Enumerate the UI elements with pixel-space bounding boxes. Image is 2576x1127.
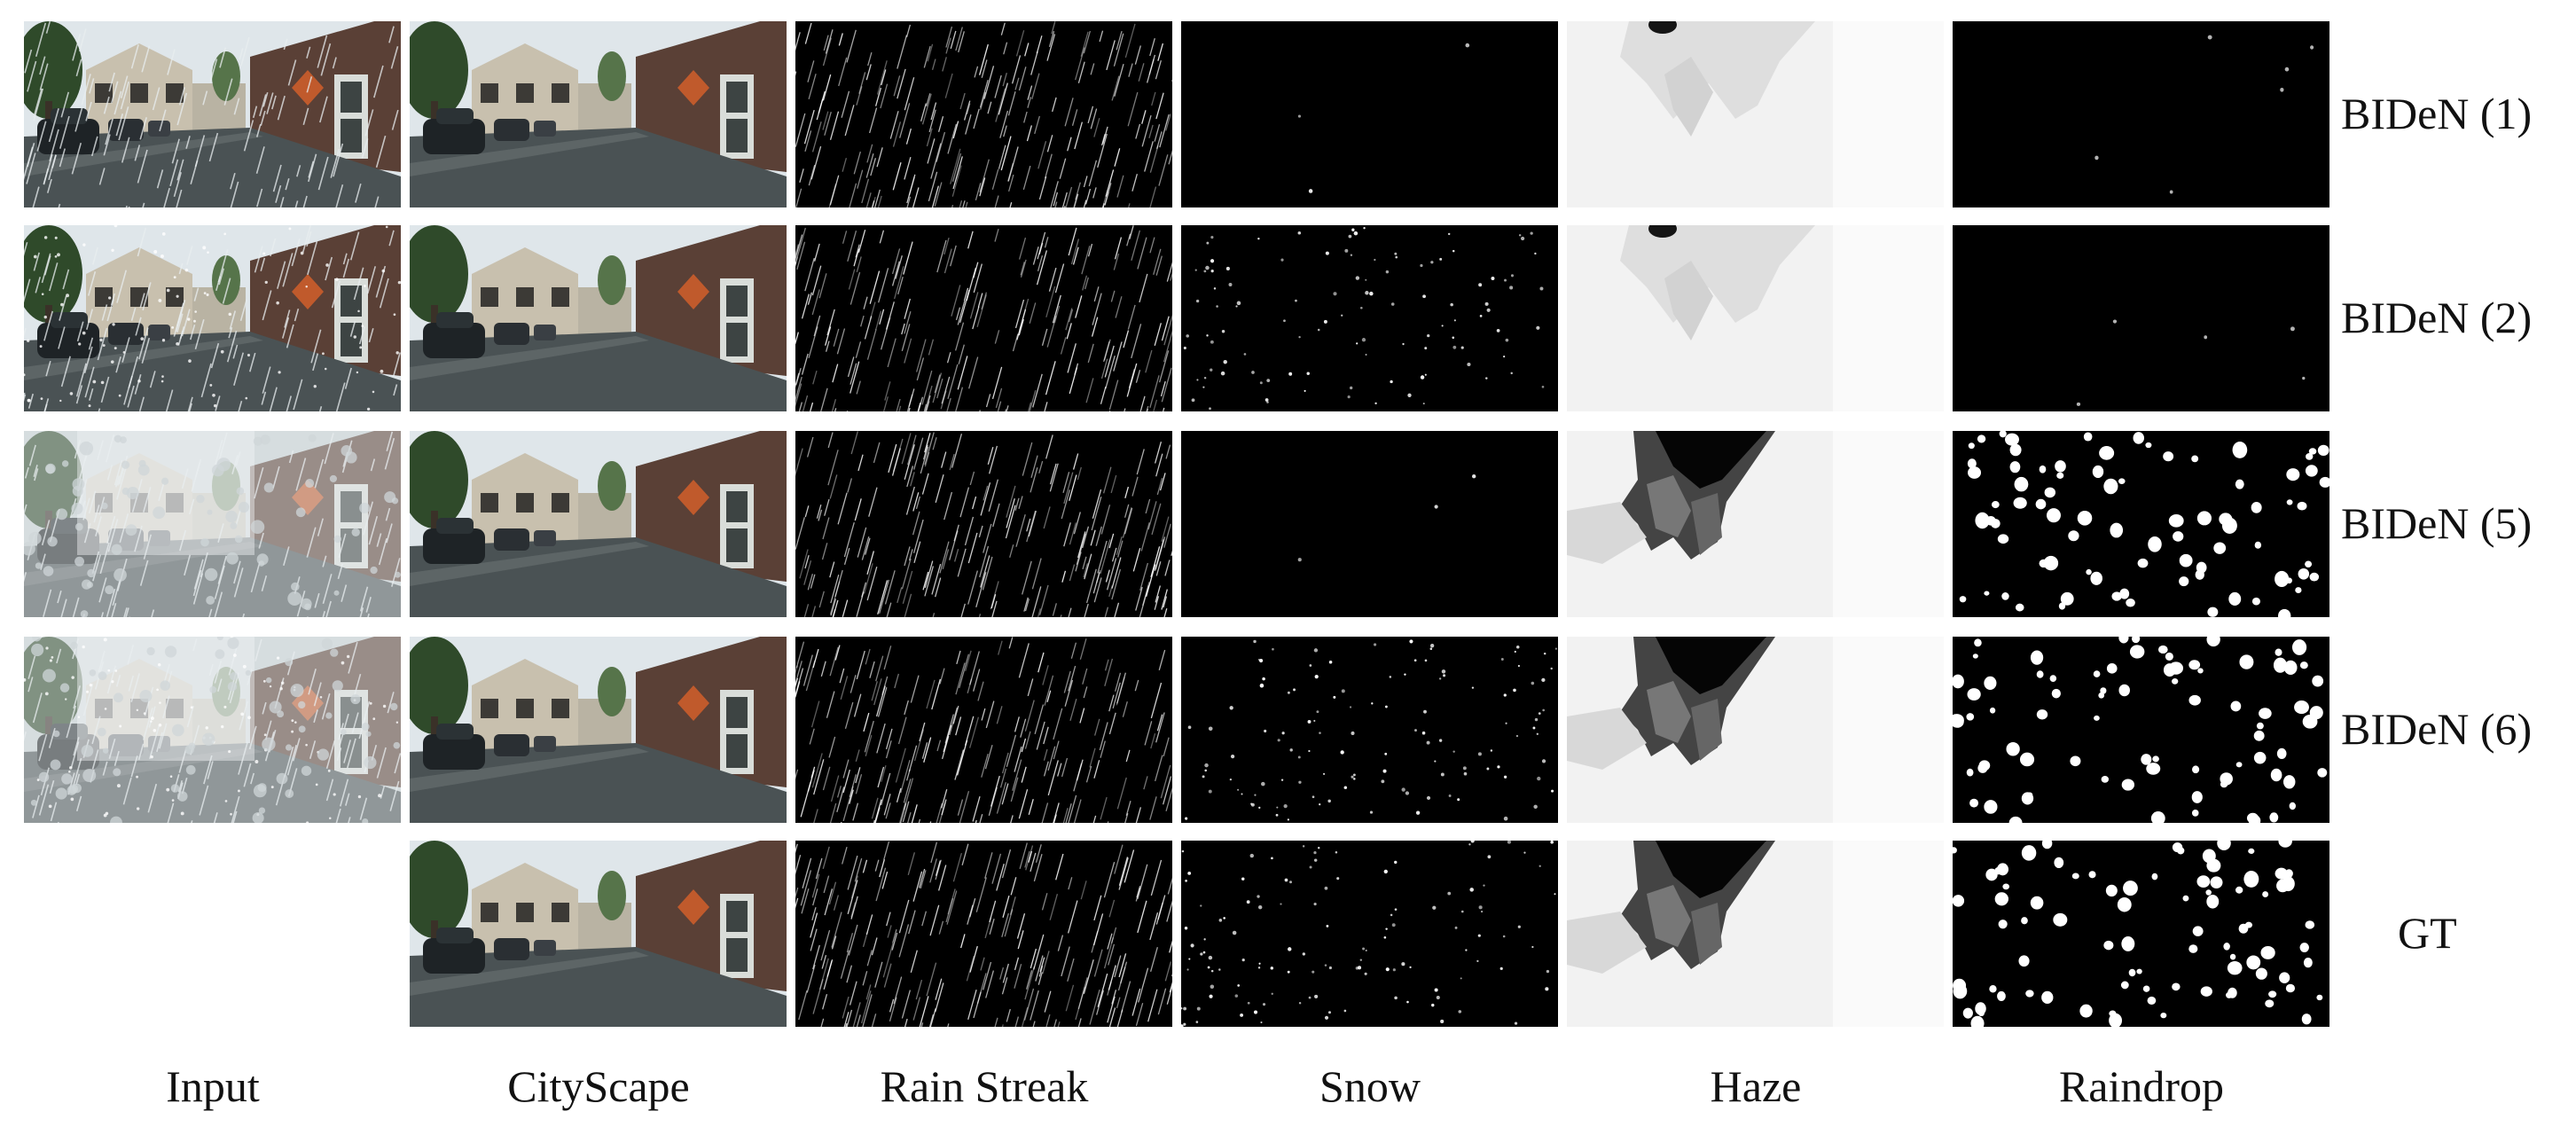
image-biden-5-input	[24, 431, 401, 617]
image-biden-6-snow	[1181, 637, 1558, 823]
image-biden-6-raindrop	[1953, 637, 2329, 823]
image-biden-2-rain-streak	[795, 225, 1172, 411]
image-biden-6-rain-streak	[795, 637, 1172, 823]
row-label-biden-1: BIDeN (1)	[2341, 89, 2533, 138]
column-label-input: Input	[166, 1061, 260, 1111]
image-biden-5-snow	[1181, 431, 1558, 617]
row-label-gt: GT	[2398, 908, 2457, 958]
image-biden-6-input	[24, 637, 401, 823]
image-biden-1-haze	[1567, 21, 1944, 207]
image-gt-snow	[1181, 841, 1558, 1027]
image-biden-1-snow	[1181, 21, 1558, 207]
column-label-rain-streak: Rain Streak	[880, 1061, 1089, 1111]
column-label-cityscape: CityScape	[507, 1061, 690, 1111]
column-label-raindrop: Raindrop	[2058, 1061, 2225, 1111]
image-biden-2-input	[24, 225, 401, 411]
image-gt-haze	[1567, 841, 1944, 1027]
image-biden-1-rain-streak	[795, 21, 1172, 207]
row-label-biden-5: BIDeN (5)	[2341, 498, 2533, 548]
image-biden-1-cityscape	[410, 21, 787, 207]
image-biden-5-rain-streak	[795, 431, 1172, 617]
image-gt-rain-streak	[795, 841, 1172, 1027]
image-biden-2-snow	[1181, 225, 1558, 411]
row-label-biden-6: BIDeN (6)	[2341, 704, 2533, 754]
image-biden-6-haze	[1567, 637, 1944, 823]
column-label-haze: Haze	[1710, 1061, 1802, 1111]
image-biden-2-raindrop	[1953, 225, 2329, 411]
image-gt-cityscape	[410, 841, 787, 1027]
image-biden-5-raindrop	[1953, 431, 2329, 617]
image-biden-2-cityscape	[410, 225, 787, 411]
image-biden-5-haze	[1567, 431, 1944, 617]
image-biden-1-raindrop	[1953, 21, 2329, 207]
image-biden-6-cityscape	[410, 637, 787, 823]
image-gt-raindrop	[1953, 841, 2329, 1027]
image-biden-5-cityscape	[410, 431, 787, 617]
row-label-biden-2: BIDeN (2)	[2341, 293, 2533, 342]
image-biden-2-haze	[1567, 225, 1944, 411]
image-biden-1-input	[24, 21, 401, 207]
column-label-snow: Snow	[1319, 1061, 1421, 1111]
